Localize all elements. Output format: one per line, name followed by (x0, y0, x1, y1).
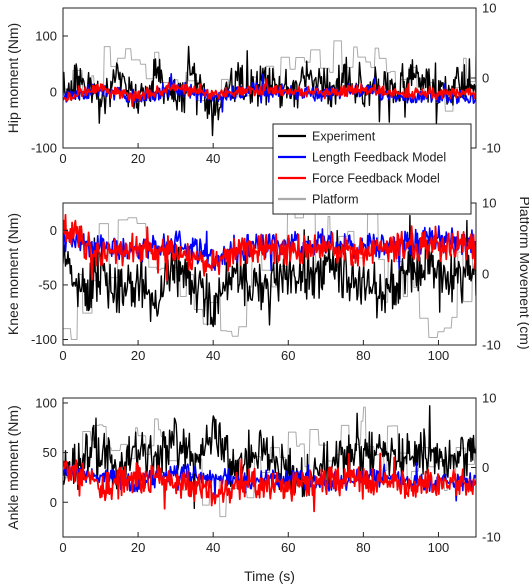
y-tick-label: 100 (35, 29, 57, 44)
x-tick-label: 80 (356, 540, 370, 555)
y-axis-label: Ankle moment (Nm) (5, 405, 21, 529)
series-line-experiment (63, 45, 476, 137)
y-tick-label: -100 (31, 141, 57, 156)
y-tick-label: -100 (31, 332, 57, 347)
series-line-experiment (63, 214, 476, 328)
series-line-force-feedback-model (63, 452, 476, 513)
legend-label: Experiment (312, 130, 376, 144)
x-axis-label: Time (s) (244, 568, 295, 584)
right-tick-label: -10 (482, 141, 501, 156)
y-tick-label: -50 (38, 277, 57, 292)
right-tick-label: 0 (482, 460, 489, 475)
series-line-force-feedback-model (63, 78, 476, 108)
y-tick-label: 0 (50, 85, 57, 100)
y-tick-label: 0 (50, 495, 57, 510)
right-tick-label: 10 (482, 1, 496, 16)
plot-area (63, 405, 476, 518)
x-tick-label: 60 (281, 540, 295, 555)
legend-label: Platform (312, 193, 359, 207)
x-tick-label: 20 (131, 348, 145, 363)
right-tick-label: -10 (482, 530, 501, 545)
x-tick-label: 40 (206, 151, 220, 166)
series-line-experiment (63, 405, 476, 510)
right-axis-label: Platform Movement (cm) (517, 196, 529, 349)
x-tick-label: 80 (356, 348, 370, 363)
right-tick-label: 0 (482, 267, 489, 282)
right-tick-label: 10 (482, 391, 496, 406)
x-tick-label: 100 (428, 348, 450, 363)
legend: Experiment Length Feedback Model Force Fee… (272, 123, 472, 215)
right-tick-label: 0 (482, 71, 489, 86)
legend-label: Force Feedback Model (312, 172, 440, 186)
right-tick-label: -10 (482, 338, 501, 353)
series-line-platform (63, 203, 476, 340)
x-tick-label: 100 (428, 540, 450, 555)
x-tick-label: 0 (59, 348, 66, 363)
y-tick-label: 50 (43, 445, 57, 460)
x-tick-label: 0 (59, 151, 66, 166)
y-axis-label: Hip moment (Nm) (5, 23, 21, 133)
plot-area (63, 40, 476, 137)
right-tick-label: 10 (482, 196, 496, 211)
y-tick-label: 100 (35, 395, 57, 410)
plot-area (63, 203, 476, 340)
legend-label: Length Feedback Model (312, 151, 446, 165)
x-tick-label: 0 (59, 540, 66, 555)
y-axis-label: Knee moment (Nm) (5, 213, 21, 335)
x-tick-label: 40 (206, 348, 220, 363)
series-line-force-feedback-model (63, 213, 476, 282)
x-tick-label: 20 (131, 151, 145, 166)
x-tick-label: 40 (206, 540, 220, 555)
y-tick-label: 0 (50, 223, 57, 238)
x-tick-label: 60 (281, 348, 295, 363)
x-tick-label: 20 (131, 540, 145, 555)
series-line-length-feedback-model (63, 225, 476, 272)
